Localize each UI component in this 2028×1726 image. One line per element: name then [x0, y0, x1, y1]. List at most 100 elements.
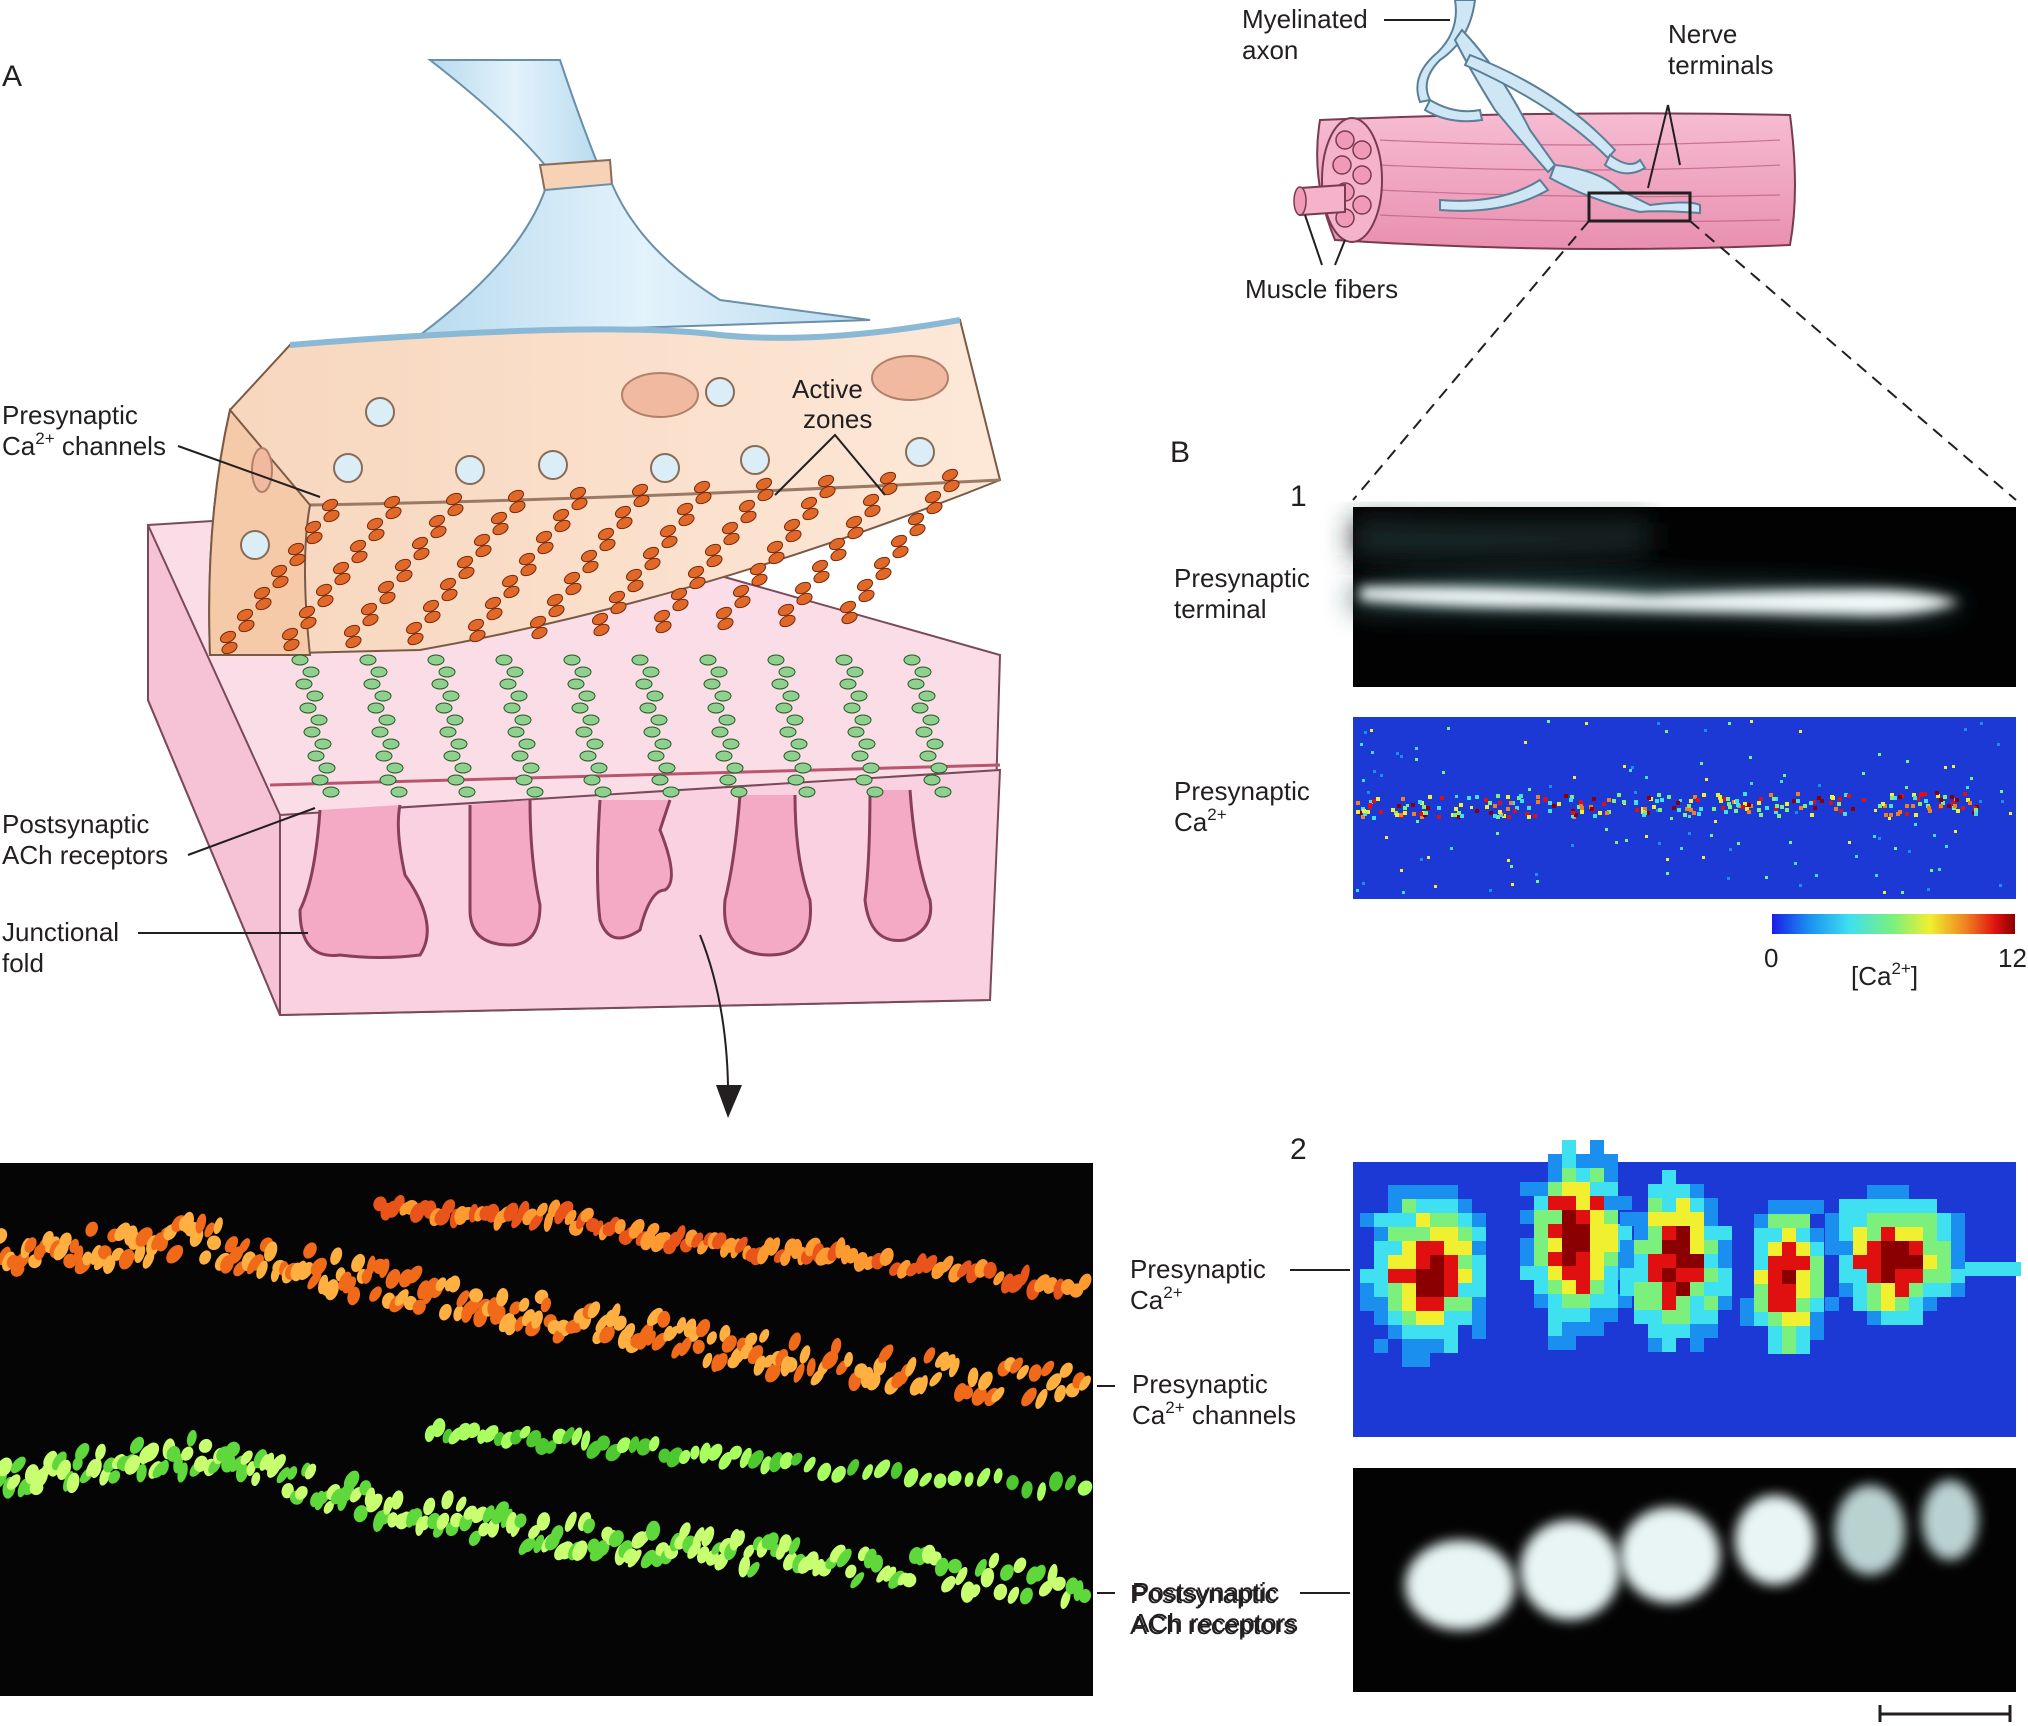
axon-shaft	[427, 59, 602, 180]
calcium-pixel	[1912, 793, 1916, 797]
calcium-pixel	[1905, 804, 1909, 808]
calcium-pixel	[1968, 801, 1972, 805]
calcium-pixel	[1458, 1213, 1472, 1227]
ach-receptor	[450, 738, 468, 750]
calcium-pixel	[1590, 1266, 1604, 1280]
noise-pixel	[1908, 850, 1911, 853]
calcium-pixel	[1430, 1255, 1444, 1269]
calcium-pixel	[1562, 1308, 1576, 1322]
calcium-pixel	[1564, 794, 1568, 798]
calcium-pixel	[1722, 797, 1726, 801]
fluorescent-cluster	[304, 1463, 317, 1480]
ca-channel	[856, 578, 874, 592]
calcium-pixel	[1936, 794, 1940, 798]
fluorescent-cluster	[836, 1548, 852, 1568]
calcium-pixel	[1590, 1196, 1604, 1210]
ca-channel	[362, 613, 379, 627]
ach-receptor	[782, 690, 800, 702]
fluorescent-cluster	[514, 1513, 527, 1528]
ach-receptor	[911, 702, 929, 714]
noise-pixel	[1818, 784, 1821, 787]
calcium-pixel	[1548, 1322, 1562, 1336]
ach-receptor	[295, 678, 313, 690]
calcium-pixel	[1782, 1284, 1796, 1298]
calcium-pixel	[1704, 1198, 1718, 1212]
calcium-pixel	[1570, 795, 1574, 799]
fluorescent-cluster	[419, 1515, 430, 1531]
fluorescent-cluster	[1006, 1475, 1019, 1490]
calcium-pixel	[1937, 1213, 1951, 1227]
ca-channel	[396, 569, 413, 583]
calcium-pixel	[1472, 1311, 1486, 1325]
calcium-pixel	[1562, 1210, 1576, 1224]
calcium-pixel	[1687, 804, 1691, 808]
noise-pixel	[1815, 874, 1818, 877]
fluorescent-cluster	[1016, 1364, 1029, 1380]
fluorescent-cluster	[739, 1447, 752, 1469]
noise-pixel	[1623, 765, 1626, 768]
noise-pixel	[1629, 769, 1632, 772]
fluorescent-cluster	[528, 1213, 544, 1231]
fluorescent-cluster	[97, 1245, 112, 1260]
calcium-pixel	[1428, 795, 1432, 799]
calcium-pixel	[1909, 1199, 1923, 1213]
noise-pixel	[1367, 791, 1370, 794]
calcium-pixel	[1741, 805, 1745, 809]
calcium-pixel	[1395, 813, 1399, 817]
calcium-pixel	[1458, 1283, 1472, 1297]
fluorescent-cluster	[711, 1542, 723, 1555]
calcium-pixel	[1951, 1269, 1965, 1283]
calcium-pixel	[1472, 1227, 1486, 1241]
fluorescent-cluster	[124, 1454, 141, 1475]
ca-channel	[304, 520, 322, 534]
fluorescent-cluster	[645, 1330, 656, 1346]
fluorescent-cluster	[708, 1443, 723, 1461]
ca-channel	[411, 536, 429, 550]
calcium-pixel	[1782, 1256, 1796, 1270]
calcium-pixel	[1534, 1224, 1548, 1238]
fluorescent-cluster	[448, 1275, 461, 1293]
fluorescent-cluster	[679, 1336, 693, 1357]
calcium-pixel	[1923, 1297, 1937, 1311]
noise-pixel	[1938, 868, 1941, 871]
ca-channel	[385, 506, 402, 520]
fluorescent-cluster	[307, 1271, 322, 1290]
label-ach-receptors-1: Postsynaptic	[2, 809, 149, 839]
noise-pixel	[1799, 884, 1802, 887]
ca-channel	[907, 512, 925, 526]
ca-channel	[368, 528, 385, 542]
noise-pixel	[1670, 817, 1673, 820]
fluorescent-cluster	[696, 1319, 711, 1338]
ach-receptor	[458, 786, 476, 798]
fluorescent-cluster	[803, 1456, 816, 1473]
calcium-pixel	[1430, 1269, 1444, 1283]
label-junctional-fold-2: fold	[2, 948, 44, 978]
calcium-pixel	[1416, 1227, 1430, 1241]
calcium-pixel	[1536, 800, 1540, 804]
calcium-pixel	[1576, 1322, 1590, 1336]
calcium-pixel	[1509, 801, 1513, 805]
ach-receptor	[443, 750, 461, 762]
vesicle	[705, 377, 735, 407]
calcium-pixel	[1839, 1227, 1853, 1241]
noise-pixel	[1848, 841, 1851, 844]
fluorescent-cluster	[295, 1485, 308, 1500]
ach-receptor	[363, 678, 381, 690]
calcium-pixel	[1617, 793, 1621, 797]
noise-pixel	[1765, 876, 1768, 879]
noise-pixel	[1571, 844, 1574, 847]
calcium-pixel	[1604, 1196, 1618, 1210]
calcium-pixel	[1765, 806, 1769, 810]
calcium-pixel	[1951, 1283, 1965, 1297]
calcium-pixel	[1993, 1262, 2007, 1276]
label-presynaptic-terminal-1: Presynaptic	[1174, 563, 1310, 593]
calcium-pixel	[1768, 1312, 1782, 1326]
calcium-pixel	[1374, 1227, 1388, 1241]
ach-receptor	[662, 786, 680, 798]
ca-channel	[749, 562, 767, 576]
noise-pixel	[1385, 836, 1388, 839]
noise-pixel	[1888, 817, 1891, 820]
calcium-pixel	[1444, 1199, 1458, 1213]
calcium-pixel	[1548, 1210, 1562, 1224]
fluorescent-cluster	[1064, 1474, 1077, 1491]
